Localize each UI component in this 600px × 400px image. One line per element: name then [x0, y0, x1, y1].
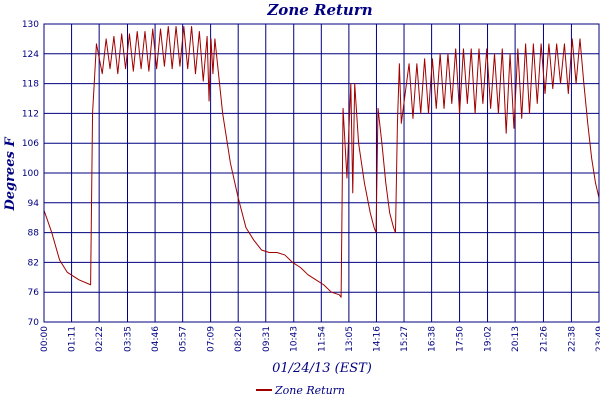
- x-tick-label: 00:00: [40, 326, 50, 352]
- y-tick-label: 94: [28, 199, 40, 209]
- x-tick-label: 02:22: [95, 326, 105, 352]
- y-tick-label: 130: [22, 20, 39, 30]
- x-tick-labels: 00:00 01:11 02:22 03:35 04:46 05:57 07:09 08:20…: [40, 326, 600, 352]
- x-tick-label: 09:31: [262, 326, 272, 352]
- y-tick-label: 100: [22, 169, 39, 179]
- y-tick-label: 70: [28, 318, 40, 328]
- x-tick-label: 23:49: [595, 326, 600, 352]
- grid-lines: [43, 23, 600, 323]
- plot-frame: [43, 23, 600, 323]
- x-tick-label: 10:43: [290, 326, 300, 352]
- chart-title: Zone Return: [266, 1, 372, 19]
- x-tick-label: 21:26: [539, 326, 549, 352]
- x-tick-label: 04:46: [151, 326, 161, 352]
- legend-label: Zone Return: [274, 384, 345, 397]
- x-tick-label: 19:02: [484, 326, 494, 352]
- y-tick-label: 118: [22, 80, 39, 90]
- x-tick-label: 03:35: [124, 326, 134, 352]
- x-tick-label: 14:16: [372, 326, 382, 352]
- x-tick-label: 07:09: [207, 326, 217, 352]
- x-tick-label: 01:11: [68, 326, 78, 352]
- x-tick-label: 22:38: [567, 326, 577, 352]
- y-tick-label: 88: [28, 229, 40, 239]
- y-tick-label: 112: [22, 109, 39, 119]
- y-tick-label: 82: [28, 258, 39, 268]
- y-tick-label: 106: [22, 139, 39, 149]
- x-tick-label: 16:38: [428, 326, 438, 352]
- x-tick-label: 17:50: [456, 326, 466, 352]
- y-axis-label: Degrees F: [3, 137, 18, 212]
- x-tick-label: 08:20: [234, 326, 244, 352]
- x-tick-label: 11:54: [317, 326, 327, 352]
- x-tick-label: 15:27: [400, 326, 410, 352]
- y-tick-label: 124: [22, 50, 39, 60]
- series-layer: [43, 25, 600, 298]
- legend: Zone Return: [256, 384, 345, 397]
- x-tick-label: 20:13: [511, 326, 521, 352]
- series-line-zone-return: [43, 25, 600, 298]
- y-tick-labels: 70 76 82 88 94 100 106 112 118 124 130: [22, 20, 39, 328]
- y-tick-label: 76: [28, 288, 40, 298]
- x-tick-label: 05:57: [179, 326, 189, 352]
- x-tick-label: 13:05: [345, 326, 355, 352]
- x-axis-label: 01/24/13 (EST): [272, 361, 372, 376]
